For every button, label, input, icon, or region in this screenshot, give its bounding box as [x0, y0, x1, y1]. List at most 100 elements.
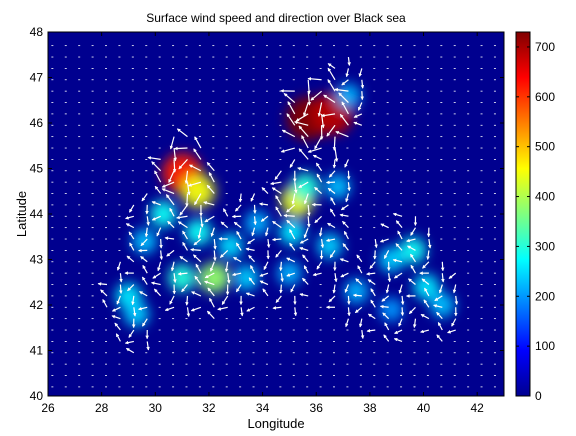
- wind-arrow-401: [410, 253, 416, 263]
- wind-arrow-724: [174, 146, 188, 151]
- wind-arrow-458: [266, 238, 271, 248]
- wind-arrow-200: [447, 329, 456, 334]
- y-axis-label: Latitude: [14, 191, 29, 237]
- wind-arrow-248: [186, 307, 191, 318]
- wind-arrow-194: [366, 328, 376, 333]
- wind-arrow-658: [206, 162, 215, 172]
- wind-arrow-425: [275, 250, 282, 258]
- y-tick-label-46: 46: [30, 116, 44, 130]
- wind-arrow-654: [151, 161, 162, 172]
- wind-arrow-560: [259, 202, 269, 206]
- heat-cell-7: [199, 262, 230, 293]
- wind-arrow-462: [320, 238, 325, 249]
- wind-arrow-280: [153, 288, 162, 297]
- wind-arrow-803: [326, 124, 336, 137]
- wind-arrow-522: [204, 215, 215, 223]
- wind-arrow-367: [410, 264, 417, 274]
- wind-arrow-519: [169, 207, 175, 217]
- heat-cell-10: [233, 265, 260, 291]
- wind-arrow-593: [250, 193, 256, 202]
- wind-arrow-484: [156, 227, 162, 237]
- cb-tick-label-0: 0: [535, 389, 542, 403]
- wind-arrow-429: [329, 250, 336, 259]
- wind-arrow-262: [370, 299, 376, 308]
- wind-arrow-247: [164, 306, 175, 312]
- wind-arrow-232: [420, 313, 430, 320]
- wind-arrow-804: [339, 113, 349, 126]
- wind-arrow-491: [251, 227, 256, 237]
- wind-arrow-325: [302, 277, 309, 285]
- wind-arrow-402: [422, 261, 430, 269]
- wind-arrow-108: [125, 347, 135, 354]
- wind-arrow-359: [303, 265, 309, 274]
- x-tick-label-38: 38: [363, 401, 377, 415]
- wind-arrow-419: [190, 247, 201, 252]
- wind-arrow-732: [280, 147, 295, 153]
- wind-arrow-380: [126, 255, 135, 263]
- wind-arrow-490: [233, 221, 242, 229]
- wind-arrow-349: [173, 273, 177, 283]
- wind-arrow-369: [441, 273, 445, 283]
- wind-arrow-657: [188, 164, 202, 172]
- heat-cell-19: [378, 246, 404, 273]
- wind-arrow-229: [382, 312, 390, 320]
- heat-cell-11: [245, 210, 270, 236]
- y-tick-label-41: 41: [30, 344, 44, 358]
- wind-arrow-872: [338, 92, 349, 103]
- wind-arrow-361: [334, 273, 338, 283]
- wind-arrow-313: [141, 276, 148, 285]
- wind-arrow-255: [272, 306, 282, 310]
- wind-arrow-161: [383, 334, 390, 342]
- wind-arrow-433: [383, 250, 390, 259]
- wind-arrow-801: [294, 120, 309, 126]
- wind-arrow-300: [424, 287, 430, 297]
- wind-arrow-211: [141, 318, 148, 327]
- wind-arrow-453: [193, 238, 202, 246]
- wind-arrow-423: [245, 247, 255, 252]
- cb-tick-label-400: 400: [535, 190, 555, 204]
- wind-arrow-870: [317, 102, 323, 117]
- wind-arrow-623: [188, 181, 202, 187]
- wind-arrow-632: [316, 173, 323, 183]
- wind-arrow-482: [125, 223, 135, 229]
- wind-arrow-260: [347, 307, 351, 317]
- heat-cell-12: [279, 219, 306, 246]
- wind-arrow-420: [213, 250, 217, 262]
- wind-arrow-599: [327, 187, 336, 195]
- cb-tick-label-100: 100: [535, 339, 555, 353]
- wind-arrow-905: [327, 79, 336, 92]
- wind-arrow-734: [307, 147, 322, 153]
- wind-arrow-596: [291, 193, 296, 205]
- x-axis: 26 28 30 32 34 36 38 40 42: [41, 32, 484, 415]
- wind-arrow-281: [169, 295, 175, 305]
- wind-arrow-287: [245, 292, 255, 297]
- x-tick-label-40: 40: [417, 401, 431, 415]
- wind-arrow-302: [454, 295, 459, 305]
- wind-arrow-354: [232, 272, 242, 277]
- y-tick-label-43: 43: [30, 253, 44, 267]
- wind-arrow-838: [341, 101, 349, 115]
- wind-arrow-245: [138, 306, 148, 311]
- wind-arrow-387: [224, 261, 229, 273]
- wind-arrow-353: [226, 273, 231, 284]
- wind-arrow-496: [318, 227, 323, 237]
- heat-cell-17: [325, 174, 351, 200]
- wind-arrow-362: [340, 272, 349, 278]
- wind-arrow-357: [280, 273, 284, 283]
- wind-arrow-385: [193, 254, 202, 263]
- wind-arrow-242: [102, 298, 108, 308]
- wind-arrow-322: [259, 280, 269, 286]
- wind-arrow-334: [421, 278, 430, 285]
- wind-arrow-400: [392, 258, 403, 263]
- wind-arrow-392: [286, 257, 296, 263]
- wind-arrow-525: [253, 216, 257, 226]
- wind-arrow-284: [207, 287, 215, 297]
- wind-arrow-321: [248, 277, 256, 285]
- wind-arrow-725: [194, 136, 202, 149]
- wind-arrow-938: [307, 77, 322, 81]
- wind-arrow-975: [358, 68, 363, 78]
- cb-tick-label-200: 200: [535, 289, 555, 303]
- wind-arrow-550: [128, 204, 135, 213]
- wind-arrow-301: [434, 295, 443, 302]
- wind-arrow-253: [246, 306, 255, 312]
